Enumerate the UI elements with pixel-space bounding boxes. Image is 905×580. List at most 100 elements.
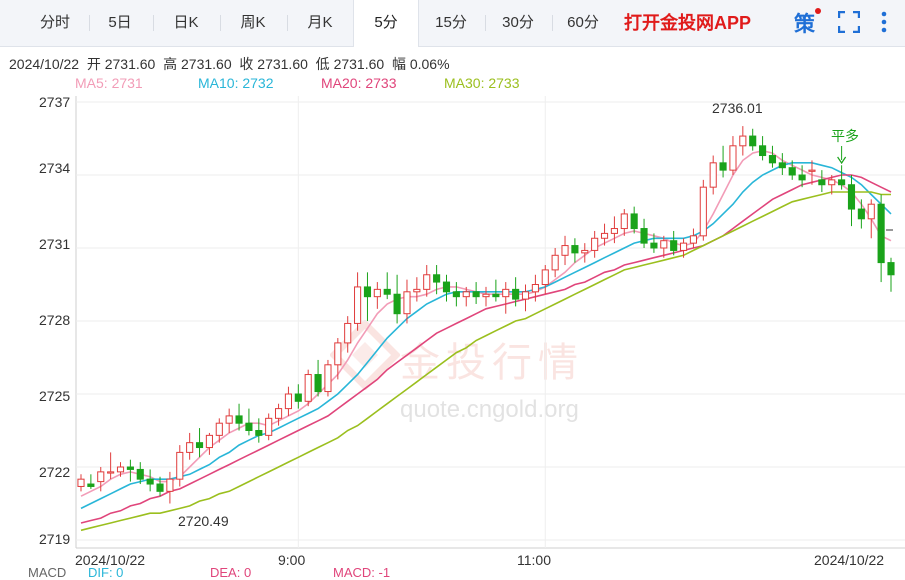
strategy-icon[interactable]: 策 [794,13,815,36]
candle-body [581,249,589,254]
candle-body [304,374,312,402]
x-tick-label: 9:00 [278,552,306,568]
tab-divider [287,15,288,31]
candle-body [403,291,411,315]
fullscreen-icon[interactable] [838,11,860,33]
watermark-url: quote.cngold.org [400,396,579,423]
macd-value: MACD: -1 [333,565,391,580]
candle-body [512,288,520,300]
y-tick-label: 2725 [39,388,71,404]
y-tick-label: 2731 [39,236,71,252]
candle-body [818,179,826,186]
candle-body [709,162,717,188]
candle-body [887,262,895,276]
y-tick-label: 2722 [39,464,71,480]
y-tick-label: 2734 [39,160,71,176]
x-tick-label: 11:00 [517,552,551,568]
ma-line-ma20 [80,174,892,524]
low-price-label: 2720.49 [178,513,229,529]
macd-dif: DIF: 0 [88,565,124,580]
candle-body [808,169,816,172]
tab-divider [485,15,486,31]
candle-body [393,293,401,315]
tab-week-k[interactable]: 周K [240,14,266,31]
candle-body [838,179,846,186]
candle-body [729,145,737,171]
tab-divider [89,15,90,31]
high-price-label: 2736.01 [712,100,763,116]
ma10-label: MA10: 2732 [198,75,274,91]
tab-5min[interactable]: 5分 [353,0,419,47]
ma5-label: MA5: 2731 [75,75,143,91]
more-vertical-icon[interactable] [876,9,892,35]
ohlc-info-line: 2024/10/22 开 2731.60 高 2731.60 收 2731.60… [9,56,450,72]
candle-body [778,162,786,169]
candle-body [472,291,480,298]
candle-body [551,254,559,271]
close-long-signal-label: 平多 [831,128,859,144]
candle-body [630,213,638,230]
y-tick-label: 2719 [39,531,71,547]
tab-5day[interactable]: 5日 [108,14,132,31]
candle-body [541,269,549,285]
tab-day-k[interactable]: 日K [173,14,199,31]
tab-fenshi[interactable]: 分时 [39,14,70,31]
candle-body [847,184,856,210]
candle-body [205,434,213,449]
period-tab-bar: 分时 5日 日K 周K 月K 5分 15分 30分 60分 打开金投网APP 策 [0,0,905,47]
watermark-logo [330,320,400,390]
candle-body [640,228,648,244]
candle-body [600,232,609,239]
x-tick-label: 2024/10/22 [814,552,885,568]
y-tick-label: 2737 [39,94,71,110]
candle-body [126,466,134,470]
candle-body [383,288,391,295]
candle-body [502,288,510,298]
candle-body [739,135,747,147]
candle-body [660,240,668,249]
tab-divider [220,15,221,31]
candle-body [107,471,115,474]
open-app-link[interactable]: 打开金投网APP [624,13,752,33]
y-tick-label: 2728 [39,312,71,328]
candle-body [344,322,352,344]
tab-15min[interactable]: 15分 [435,14,467,31]
macd-dea: DEA: 0 [210,565,252,580]
candle-body [255,430,263,436]
tab-60min[interactable]: 60分 [567,14,599,31]
candle-body [186,442,194,453]
candle-body [689,235,698,244]
candle-body [798,174,806,181]
candle-body [77,478,85,487]
candle-body [265,417,273,436]
notification-dot [815,8,821,14]
candle-body [591,237,599,251]
tab-30min[interactable]: 30分 [502,14,534,31]
candle-body [373,288,381,298]
candle-body [492,293,500,298]
x-tick-label: 2024/10/22 [75,552,146,568]
candle-body [354,286,362,324]
candle-body [759,145,767,157]
candle-body [215,422,223,436]
candle-body [433,274,441,283]
candle-body [116,466,125,473]
candle-body [442,281,451,293]
candle-body [363,286,372,298]
candle-body [620,213,628,230]
candle-body [719,162,727,171]
candle-body [452,291,460,298]
candle-body [462,291,470,298]
signal-arrow-head [837,156,847,165]
tab-month-k[interactable]: 月K [307,14,333,31]
candle-body [166,478,174,492]
candle-body [274,408,283,419]
candle-body [334,342,342,366]
candle-body [877,203,885,264]
candle-body [136,468,144,480]
candle-body [97,471,105,483]
ma20-label: MA20: 2733 [321,75,397,91]
candle-body [284,393,293,410]
candle-body [87,483,95,487]
